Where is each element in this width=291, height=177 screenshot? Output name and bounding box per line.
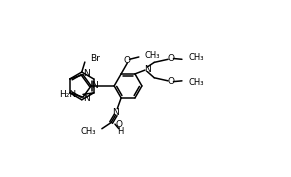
Text: O: O (168, 77, 175, 86)
Text: O: O (168, 54, 175, 63)
Text: CH₃: CH₃ (144, 51, 160, 60)
Text: CH₃: CH₃ (81, 127, 97, 136)
Text: O: O (124, 56, 131, 65)
Text: Br: Br (90, 55, 100, 64)
Text: N: N (144, 65, 151, 74)
Text: CH₃: CH₃ (188, 53, 204, 62)
Text: N: N (83, 94, 89, 103)
Text: H₂N: H₂N (59, 90, 76, 99)
Text: O: O (115, 120, 122, 129)
Text: N: N (92, 81, 98, 90)
Text: H: H (117, 127, 124, 136)
Text: N: N (112, 108, 119, 117)
Text: CH₃: CH₃ (188, 78, 204, 87)
Text: N: N (83, 69, 89, 78)
